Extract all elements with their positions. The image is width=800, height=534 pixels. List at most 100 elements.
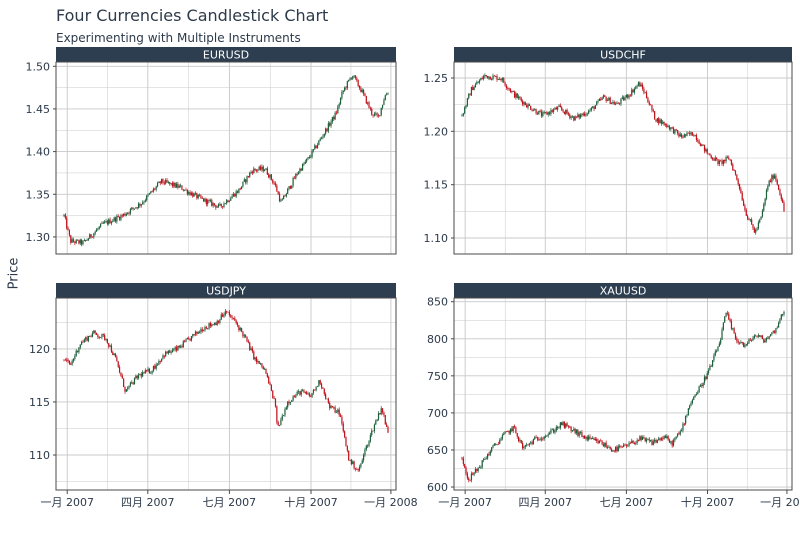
candle-body (325, 128, 327, 134)
candle-body (349, 78, 351, 80)
candle-body (334, 112, 336, 120)
candle-body (373, 113, 376, 116)
candle-body (783, 202, 785, 212)
candle-body (216, 206, 218, 208)
candle-body (586, 113, 588, 115)
candle-body (544, 436, 547, 438)
candle-body (376, 419, 378, 421)
candle-body (492, 445, 494, 448)
candle-body (647, 439, 649, 441)
candle-body (120, 372, 122, 376)
candle-body (106, 221, 108, 224)
candle-body (266, 373, 268, 377)
candle-body (566, 109, 568, 114)
y-tick-label: 750 (427, 370, 448, 383)
candle-body (308, 157, 310, 158)
candle-body (283, 195, 285, 200)
candle-body (368, 441, 370, 446)
candle-body (295, 395, 297, 398)
candle-body (562, 421, 564, 426)
candle-body (702, 382, 704, 387)
candle-body (764, 340, 766, 343)
candle-body (645, 439, 648, 442)
candle-body (699, 385, 702, 387)
candle-body (513, 91, 516, 98)
candle-body (619, 103, 621, 105)
candle-body (476, 468, 478, 471)
candle-body (127, 387, 129, 390)
x-tick-label: 一月 2008 (760, 496, 800, 509)
candle-body (562, 109, 564, 112)
candle-body (575, 116, 578, 118)
candle-body (213, 323, 216, 325)
candle-body (333, 116, 335, 120)
candle-body (154, 365, 156, 369)
candle-body (643, 437, 645, 438)
candle-body (749, 219, 751, 221)
candle-body (259, 363, 262, 365)
candle-body (561, 107, 563, 110)
candle-body (255, 357, 258, 362)
candle-body (628, 442, 630, 446)
candle-body (325, 394, 327, 399)
candle-body (656, 118, 658, 122)
candle-body (539, 439, 541, 441)
candle-body (348, 79, 350, 82)
candle-body (274, 183, 277, 186)
candle-body (736, 174, 738, 180)
candle-body (604, 442, 606, 447)
candle-body (203, 198, 205, 202)
candle-body (559, 105, 561, 108)
candle-body (161, 358, 163, 362)
candle-body (509, 428, 512, 434)
candle-body (547, 112, 549, 115)
candle-body (66, 359, 68, 361)
candle-body (563, 111, 565, 114)
candle-body (361, 89, 363, 92)
candle-body (524, 102, 526, 106)
candle-body (759, 335, 761, 337)
candle-body (354, 75, 357, 79)
candle-body (81, 239, 83, 245)
candle-body (310, 395, 312, 397)
candle-body (113, 217, 115, 221)
candle-body (197, 331, 199, 334)
candle-body (654, 111, 656, 120)
candle-body (90, 234, 92, 237)
candle-body (636, 440, 638, 444)
candle-body (78, 347, 80, 353)
y-tick-label: 600 (427, 481, 448, 494)
candle-body (265, 368, 267, 374)
candle-body (689, 132, 691, 135)
candle-body (281, 199, 283, 201)
candle-body (553, 429, 555, 433)
candle-body (768, 180, 770, 187)
candle-body (387, 426, 389, 433)
candle-body (220, 203, 222, 207)
candle-body (360, 463, 362, 467)
candle-body (185, 189, 187, 191)
candle-body (503, 433, 505, 436)
candle-body (358, 466, 361, 471)
candle-body (133, 378, 136, 385)
candle-body (478, 467, 481, 469)
candle-body (761, 210, 764, 217)
candle-body (291, 400, 293, 402)
candle-body (207, 200, 209, 205)
candle-body (365, 95, 367, 104)
candle-body (499, 79, 501, 80)
candle-body (377, 115, 380, 117)
candle-body (609, 446, 611, 450)
candle-body (548, 433, 551, 435)
candle-body (729, 319, 731, 322)
candle-body (86, 337, 88, 341)
candle-body (261, 363, 263, 367)
candle-body (301, 163, 304, 171)
candle-body (238, 188, 240, 193)
candle-body (538, 110, 540, 115)
candle-body (75, 350, 77, 357)
candle-body (535, 437, 537, 438)
candle-body (659, 119, 661, 124)
candle-body (639, 436, 641, 441)
candle-body (104, 335, 106, 340)
